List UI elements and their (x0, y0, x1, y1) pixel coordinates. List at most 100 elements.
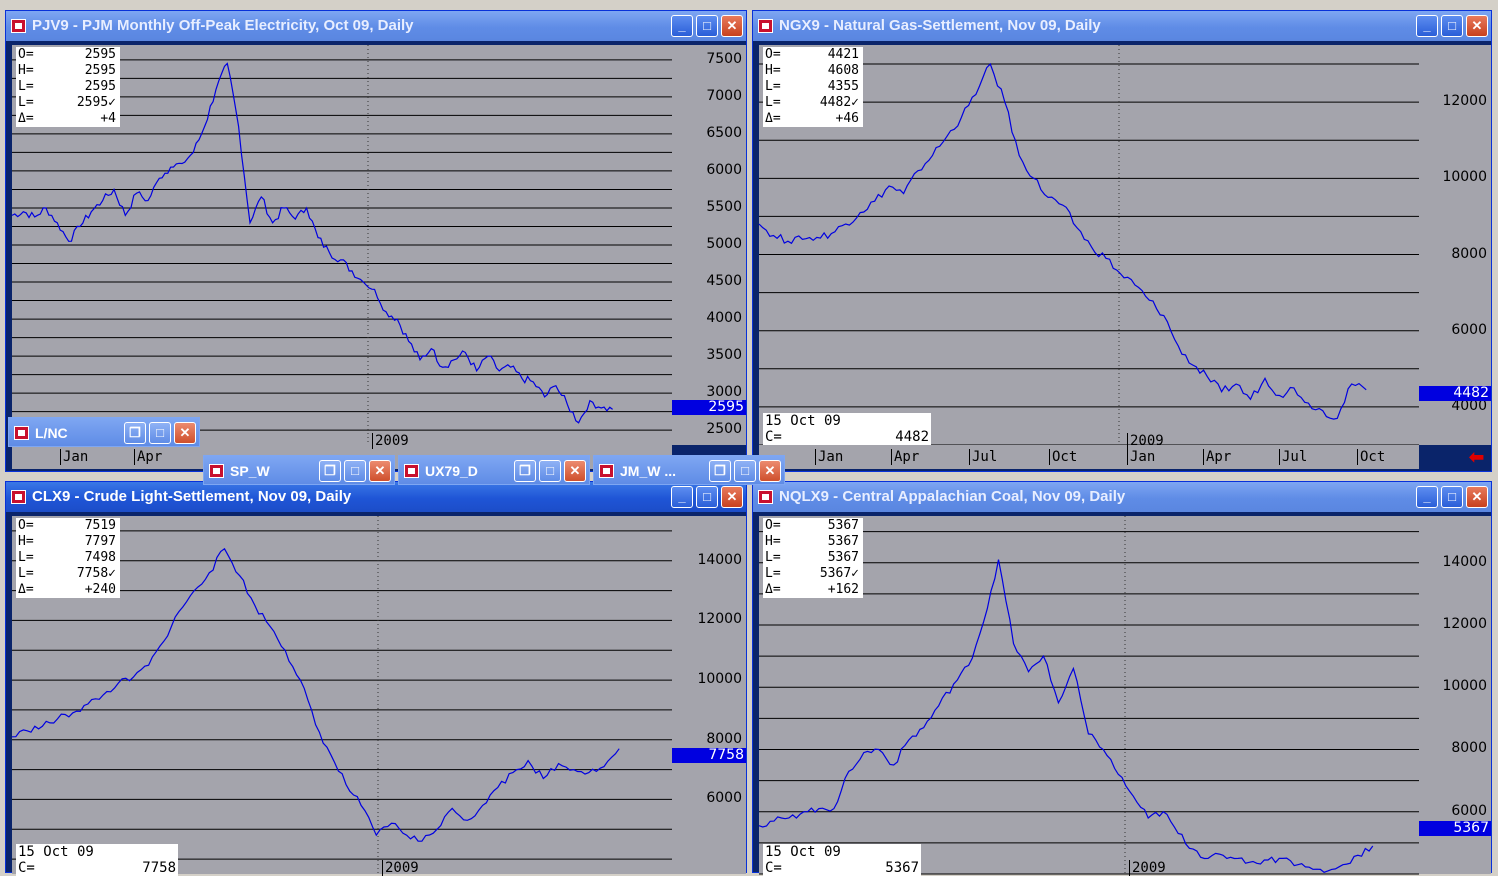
ohlc-row: O= 5367 (765, 518, 859, 533)
series-line (11, 547, 620, 842)
date-label: 15 Oct 09 (765, 844, 841, 860)
ohlc-box: O= 7519 H= 7797 L= 7498 L= 7758✓ Δ= +240 (16, 518, 120, 598)
y-tick-label: 4000 (1451, 397, 1487, 414)
minimize-icon[interactable]: _ (671, 15, 693, 37)
ohlc-row: H= 4608 (765, 63, 859, 78)
ohlc-row: L= 2595 (18, 79, 116, 94)
chart-window-pjv9[interactable]: PJV9 - PJM Monthly Off-Peak Electricity,… (5, 10, 747, 472)
close-value: 7758 (142, 860, 176, 876)
y-tick-label: 14000 (1442, 553, 1487, 570)
restore-icon[interactable]: ❐ (514, 460, 536, 482)
date-label: 15 Oct 09 (765, 413, 841, 429)
minimize-icon[interactable]: _ (1416, 486, 1438, 508)
close-value: 4482 (895, 429, 929, 445)
close-icon[interactable]: ✕ (1466, 15, 1488, 37)
minimized-window-lnc[interactable]: L/NC ❐ □ ✕ (8, 417, 200, 447)
app-logo-icon (11, 490, 26, 504)
close-icon[interactable]: ✕ (759, 460, 781, 482)
window-title: JM_W ... (620, 463, 677, 479)
date-close-box: 15 Oct 09 C= 5367 (763, 844, 921, 876)
minimize-icon[interactable]: _ (1416, 15, 1438, 37)
app-logo-icon (599, 464, 614, 478)
window-titlebar[interactable]: NQLX9 - Central Appalachian Coal, Nov 09… (753, 482, 1491, 512)
x-tick-label: 2009 (1129, 860, 1166, 876)
restore-icon[interactable]: ❐ (709, 460, 731, 482)
price-axis: 14000 12000 10000 8000 6000 (1419, 516, 1491, 874)
close-value: 5367 (885, 860, 919, 876)
maximize-icon[interactable]: □ (149, 422, 171, 444)
y-tick-label: 10000 (697, 671, 742, 688)
app-logo-icon (404, 464, 419, 478)
close-icon[interactable]: ✕ (174, 422, 196, 444)
ohlc-row: Δ= +4 (18, 111, 116, 126)
ohlc-row: O= 4421 (765, 47, 859, 62)
restore-icon[interactable]: ❐ (124, 422, 146, 444)
y-tick-label: 2500 (706, 421, 742, 438)
plot-area[interactable]: O= 5367 H= 5367 L= 5367 L= 5367✓ Δ= +162 15 O… (758, 516, 1419, 876)
close-icon[interactable]: ✕ (721, 486, 743, 508)
price-axis: 14000 12000 10000 8000 6000 (672, 516, 746, 874)
plot-area[interactable]: O= 2595 H= 2595 L= 2595 L= 2595✓ Δ= +4 (11, 45, 672, 445)
ohlc-row: L= 4355 (765, 79, 859, 94)
window-titlebar[interactable]: CLX9 - Crude Light-Settlement, Nov 09, D… (6, 482, 746, 512)
price-axis: 12000 10000 8000 6000 4000 (1419, 45, 1491, 445)
window-title: CLX9 - Crude Light-Settlement, Nov 09, D… (32, 488, 352, 505)
x-tick-label: Jan (60, 449, 88, 465)
minimized-window-ux[interactable]: UX79_D ❐ □ ✕ (398, 455, 590, 485)
red-arrow-left-icon[interactable]: ⬅ (1469, 447, 1485, 467)
y-tick-label: 6500 (706, 124, 742, 141)
x-tick-label: 2009 (382, 860, 419, 876)
ohlc-row: Δ= +162 (765, 582, 859, 597)
window-titlebar[interactable]: PJV9 - PJM Monthly Off-Peak Electricity,… (6, 11, 746, 41)
x-tick-label: Apr (1203, 449, 1231, 465)
close-icon[interactable]: ✕ (564, 460, 586, 482)
y-tick-label: 6000 (1451, 321, 1487, 338)
maximize-icon[interactable]: □ (734, 460, 756, 482)
ohlc-row: H= 2595 (18, 63, 116, 78)
y-tick-label: 12000 (1442, 93, 1487, 110)
close-icon[interactable]: ✕ (369, 460, 391, 482)
price-axis: 7500 7000 6500 6000 5500 5000 4500 4000 3500 3000… (672, 45, 746, 445)
window-title: PJV9 - PJM Monthly Off-Peak Electricity,… (32, 17, 414, 34)
maximize-icon[interactable]: □ (344, 460, 366, 482)
date-close-box: 15 Oct 09 C= 4482 (763, 413, 931, 445)
app-logo-icon (14, 426, 29, 440)
chart-window-ngx9[interactable]: NGX9 - Natural Gas-Settlement, Nov 09, D… (752, 10, 1492, 472)
plot-area[interactable]: O= 4421 H= 4608 L= 4355 L= 4482✓ Δ= +46 15 Oc… (758, 45, 1419, 446)
ohlc-row: Δ= +240 (18, 582, 116, 597)
restore-icon[interactable]: ❐ (319, 460, 341, 482)
window-title: NQLX9 - Central Appalachian Coal, Nov 09… (779, 488, 1126, 505)
window-title: SP_W (230, 463, 270, 479)
series-line (758, 62, 1367, 420)
close-icon[interactable]: ✕ (1466, 486, 1488, 508)
y-tick-label: 8000 (1451, 740, 1487, 757)
ohlc-row: L= 2595✓ (18, 95, 116, 110)
minimized-window-jm[interactable]: JM_W ... ❐ □ ✕ (593, 455, 785, 485)
window-titlebar[interactable]: NGX9 - Natural Gas-Settlement, Nov 09, D… (753, 11, 1491, 41)
plot-area[interactable]: O= 7519 H= 7797 L= 7498 L= 7758✓ Δ= +240 15 O… (11, 516, 672, 876)
window-title: L/NC (35, 425, 68, 441)
chart-window-clx9[interactable]: CLX9 - Crude Light-Settlement, Nov 09, D… (5, 481, 747, 876)
y-tick-label: 5000 (706, 236, 742, 252)
maximize-icon[interactable]: □ (1441, 15, 1463, 37)
maximize-icon[interactable]: □ (1441, 486, 1463, 508)
time-axis: Jan Apr Jul Oct Jan Apr Jul Oct 2009 (759, 433, 1419, 469)
price-chart (758, 45, 1419, 446)
x-tick-label: Oct (1049, 449, 1077, 465)
x-tick-label: Apr (891, 449, 919, 465)
minimize-icon[interactable]: _ (671, 486, 693, 508)
ohlc-row: H= 7797 (18, 534, 116, 549)
close-label: C= (765, 860, 782, 876)
y-tick-label: 4000 (706, 310, 742, 327)
minimized-window-sp[interactable]: SP_W ❐ □ ✕ (203, 455, 395, 485)
maximize-icon[interactable]: □ (696, 486, 718, 508)
maximize-icon[interactable]: □ (539, 460, 561, 482)
maximize-icon[interactable]: □ (696, 15, 718, 37)
app-logo-icon (209, 464, 224, 478)
y-tick-label: 3500 (706, 347, 742, 364)
chart-window-nqlx9[interactable]: NQLX9 - Central Appalachian Coal, Nov 09… (752, 481, 1492, 876)
x-tick-label: Jan (1127, 449, 1155, 465)
close-icon[interactable]: ✕ (721, 15, 743, 37)
y-tick-label: 4500 (706, 273, 742, 290)
x-tick-label: Jul (969, 449, 997, 465)
